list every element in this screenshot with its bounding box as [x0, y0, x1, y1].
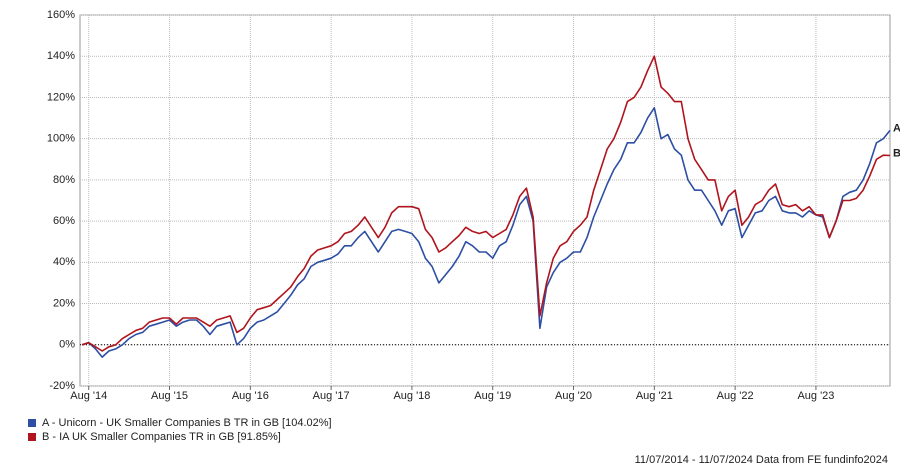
legend-swatch	[28, 433, 36, 441]
y-tick-label: 60%	[53, 215, 75, 227]
series-line	[81, 107, 891, 358]
y-tick-label: -20%	[49, 380, 75, 392]
legend-swatch	[28, 419, 36, 427]
y-tick-label: 0%	[59, 339, 75, 351]
x-tick-label: Aug '16	[232, 390, 269, 402]
footer: 11/07/2014 - 11/07/2024 Data from FE fun…	[635, 454, 888, 466]
x-tick-label: Aug '19	[474, 390, 511, 402]
y-tick-label: 160%	[47, 9, 75, 21]
legend-label: A - Unicorn - UK Smaller Companies B TR …	[42, 417, 332, 429]
x-tick-label: Aug '20	[555, 390, 592, 402]
x-tick-label: Aug '17	[313, 390, 350, 402]
series-line	[81, 55, 891, 352]
x-tick-label: Aug '15	[151, 390, 188, 402]
x-tick-label: Aug '14	[70, 390, 107, 402]
end-label: B	[893, 147, 900, 159]
y-tick-label: 100%	[47, 133, 75, 145]
y-tick-label: 40%	[53, 256, 75, 268]
x-tick-label: Aug '23	[797, 390, 834, 402]
legend-label: B - IA UK Smaller Companies TR in GB [91…	[42, 431, 281, 443]
y-tick-label: 20%	[53, 297, 75, 309]
x-tick-label: Aug '22	[717, 390, 754, 402]
x-tick-label: Aug '18	[393, 390, 430, 402]
end-label: A	[893, 122, 900, 134]
x-tick-label: Aug '21	[636, 390, 673, 402]
y-tick-label: 140%	[47, 50, 75, 62]
y-tick-label: 120%	[47, 91, 75, 103]
y-tick-label: 80%	[53, 174, 75, 186]
